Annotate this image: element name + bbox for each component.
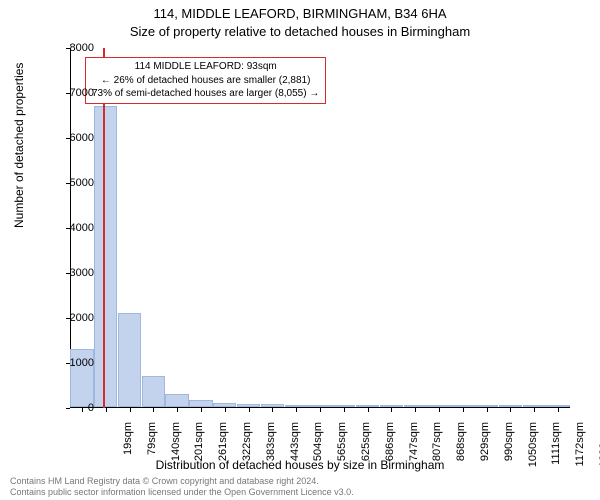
x-tick-label: 747sqm: [408, 422, 420, 472]
annotation-line3: 73% of semi-detached houses are larger (…: [92, 87, 319, 101]
histogram-bar: [356, 405, 379, 407]
x-tick-label: 1111sqm: [550, 422, 562, 472]
histogram-bar: [523, 405, 546, 407]
x-tick-label: 565sqm: [336, 422, 348, 472]
x-tick-label: 1050sqm: [527, 422, 539, 472]
x-tick-label: 79sqm: [146, 422, 158, 472]
y-tick-label: 8000: [34, 42, 94, 54]
x-tick: [201, 408, 202, 412]
x-tick: [130, 408, 131, 412]
x-tick-label: 19sqm: [122, 422, 134, 472]
y-tick-label: 4000: [34, 222, 94, 234]
chart-title-line1: 114, MIDDLE LEAFORD, BIRMINGHAM, B34 6HA: [0, 6, 600, 21]
histogram-bar: [404, 405, 427, 407]
y-tick-label: 3000: [34, 267, 94, 279]
x-tick: [487, 408, 488, 412]
x-tick: [296, 408, 297, 412]
histogram-bar: [237, 404, 260, 407]
x-tick: [272, 408, 273, 412]
x-tick: [344, 408, 345, 412]
x-tick: [510, 408, 511, 412]
y-axis-title: Number of detached properties: [12, 63, 26, 228]
y-tick-label: 7000: [34, 87, 94, 99]
x-tick: [320, 408, 321, 412]
histogram-bar: [213, 403, 236, 407]
histogram-bar: [94, 106, 117, 408]
histogram-bar: [427, 405, 450, 407]
x-tick: [368, 408, 369, 412]
x-tick-label: 261sqm: [217, 422, 229, 472]
x-tick-label: 929sqm: [479, 422, 491, 472]
x-tick: [153, 408, 154, 412]
y-tick-label: 1000: [34, 357, 94, 369]
x-tick-label: 807sqm: [431, 422, 443, 472]
histogram-bar: [332, 405, 355, 407]
x-tick: [415, 408, 416, 412]
x-tick-label: 322sqm: [241, 422, 253, 472]
x-tick: [225, 408, 226, 412]
y-tick-label: 5000: [34, 177, 94, 189]
x-tick-label: 504sqm: [312, 422, 324, 472]
x-tick-label: 868sqm: [455, 422, 467, 472]
histogram-bar: [285, 405, 308, 407]
x-tick-label: 625sqm: [360, 422, 372, 472]
histogram-bar: [451, 405, 474, 407]
histogram-bar: [546, 405, 569, 407]
property-annotation-box: 114 MIDDLE LEAFORD: 93sqm ← 26% of detac…: [85, 57, 326, 104]
x-tick: [177, 408, 178, 412]
y-tick-label: 6000: [34, 132, 94, 144]
histogram-bar: [499, 405, 522, 407]
chart-footer: Contains HM Land Registry data © Crown c…: [10, 476, 354, 498]
histogram-bar: [165, 394, 188, 407]
x-tick: [463, 408, 464, 412]
chart-title-line2: Size of property relative to detached ho…: [0, 24, 600, 39]
x-tick: [249, 408, 250, 412]
x-tick: [106, 408, 107, 412]
histogram-bar: [118, 313, 141, 408]
histogram-bar: [261, 404, 284, 407]
x-tick-label: 1172sqm: [574, 422, 586, 472]
x-tick-label: 383sqm: [265, 422, 277, 472]
y-tick-label: 2000: [34, 312, 94, 324]
histogram-bar: [189, 400, 212, 407]
x-tick-label: 140sqm: [170, 422, 182, 472]
x-tick-label: 201sqm: [193, 422, 205, 472]
x-tick: [558, 408, 559, 412]
x-tick-label: 686sqm: [384, 422, 396, 472]
histogram-bar: [380, 405, 403, 407]
chart-container: 114, MIDDLE LEAFORD, BIRMINGHAM, B34 6HA…: [0, 0, 600, 500]
footer-line2: Contains public sector information licen…: [10, 487, 354, 498]
histogram-bar: [308, 405, 331, 407]
annotation-line2: ← 26% of detached houses are smaller (2,…: [92, 74, 319, 88]
x-tick-label: 443sqm: [289, 422, 301, 472]
x-tick-label: 990sqm: [503, 422, 515, 472]
annotation-line1: 114 MIDDLE LEAFORD: 93sqm: [92, 60, 319, 74]
x-tick: [534, 408, 535, 412]
x-tick: [391, 408, 392, 412]
y-tick-label: 0: [34, 402, 94, 414]
x-tick: [439, 408, 440, 412]
histogram-bar: [142, 376, 165, 407]
histogram-bar: [475, 405, 498, 407]
footer-line1: Contains HM Land Registry data © Crown c…: [10, 476, 354, 487]
